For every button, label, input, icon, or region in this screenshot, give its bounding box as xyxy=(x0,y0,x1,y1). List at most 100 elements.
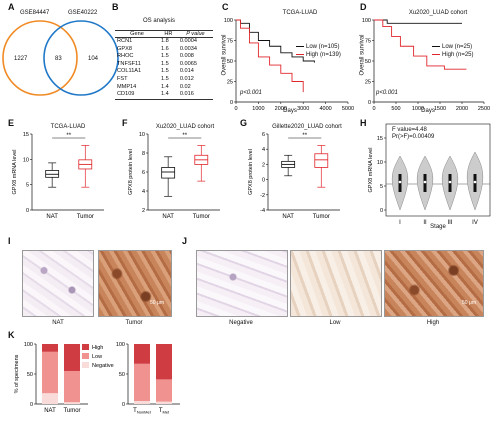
box-e-title: TCGA-LUAD xyxy=(50,124,86,130)
k-right-bar-low xyxy=(134,363,150,401)
k-left-bar-negative xyxy=(64,402,80,404)
km-d-xtick-label: 0 xyxy=(372,106,375,112)
violin-ytick-label: 5 xyxy=(380,184,383,190)
k-right-ytick-label: 0 xyxy=(122,402,125,408)
ihc-i-caption-tumor: Tumor xyxy=(125,320,143,326)
km-d-ytick-label: 25 xyxy=(365,80,371,86)
km-c-xlabel: Days xyxy=(283,108,297,114)
panel-label-e: E xyxy=(8,118,15,128)
k-right-ytick-label: 100 xyxy=(116,342,125,348)
km-c-xtick-label: 4000 xyxy=(319,106,331,112)
os-table-row: TNFSF11 1.5 0.0065 xyxy=(115,61,213,69)
os-col-gene: Gene xyxy=(115,30,159,38)
ihc-tumor-image xyxy=(98,250,172,317)
box-e-box xyxy=(45,170,60,178)
km-c-ytick-label: 0 xyxy=(230,100,233,106)
k-right-ytick-label: 50 xyxy=(119,372,125,378)
os-cell-hr: 1.5 xyxy=(161,68,169,75)
violin-median xyxy=(423,180,427,184)
k-left-bar-low xyxy=(64,371,80,403)
os-cell-hr: 1.5 xyxy=(161,53,169,60)
km-c-legend-high: High (n=139) xyxy=(296,52,341,58)
k-right-xtick-label: TNonMet xyxy=(133,408,152,415)
venn-right-set-label: GSE40222 xyxy=(68,10,98,16)
k-left-bar-negative xyxy=(42,393,58,404)
os-table-row: MMP14 1.4 0.02 xyxy=(115,84,213,92)
venn-left-set-label: GSE84447 xyxy=(20,10,50,16)
os-cell-pvalue: 0.014 xyxy=(179,68,194,75)
km-c-ytick-label: 25 xyxy=(227,80,233,86)
box-f-ytick-label: 2 xyxy=(142,208,145,214)
box-g-ytick-label: 6 xyxy=(262,132,265,138)
violin-iqr xyxy=(398,174,402,192)
box-f-sig-label: ** xyxy=(182,133,187,139)
ihc-low-image xyxy=(290,250,382,317)
box-e-ytick-label: 5 xyxy=(26,183,29,189)
km-c-xtick-label: 1000 xyxy=(252,106,264,112)
panel-label-c: C xyxy=(222,2,229,12)
km-d-ytick-label: 75 xyxy=(365,39,371,45)
box-e-ytick-label: 10 xyxy=(23,157,29,163)
k-right-bar-high xyxy=(156,344,172,380)
k-right-xtick-sub: Met xyxy=(163,410,171,415)
os-cell-hr: 1.6 xyxy=(161,45,169,52)
k-left-bar-high xyxy=(42,344,58,352)
os-table-row: GPX8 1.6 0.0034 xyxy=(115,46,213,54)
km-c-pvalue: p<0.001 xyxy=(240,90,262,96)
box-g-ytick-label: 4 xyxy=(262,147,265,153)
km-c-high-curve xyxy=(236,19,304,93)
os-cell-gene: COL11A1 xyxy=(117,68,142,75)
os-col-hr: HR xyxy=(159,30,178,38)
box-f-ytick-label: 6 xyxy=(142,170,145,176)
k-left-xtick-label: Tumor xyxy=(63,408,80,414)
violin-xtick-label: III xyxy=(447,220,452,226)
box-f-box xyxy=(161,167,176,179)
box-e-ytick-label: 15 xyxy=(23,132,29,138)
os-cell-pvalue: 0.0034 xyxy=(179,45,197,52)
venn-overlap-count: 83 xyxy=(55,56,62,62)
km-d-legend-low-text: Low (n=25) xyxy=(442,44,473,50)
box-e-ylabel: GPX8 mRNA level xyxy=(12,150,18,195)
box-g-box xyxy=(314,153,329,168)
box-f-xtick-label: Tumor xyxy=(193,214,210,220)
os-cell-hr: 1.8 xyxy=(161,38,169,44)
violin-xtick-label: I xyxy=(399,220,401,226)
box-g-ytick-label: 2 xyxy=(262,162,265,168)
km-c-xtick-label: 0 xyxy=(234,106,237,112)
box-e-xtick-label: NAT xyxy=(46,214,58,220)
panel-label-j: J xyxy=(182,236,188,246)
box-f-xtick-label: NAT xyxy=(162,214,174,220)
violin-median xyxy=(398,180,402,184)
k-left-ytick-label: 50 xyxy=(27,372,33,378)
panel-label-k: K xyxy=(8,330,15,340)
violin-ytick-label: 15 xyxy=(377,136,383,142)
violin-iqr xyxy=(423,174,427,192)
k-left-xtick-label: NAT xyxy=(44,408,56,414)
violin-median xyxy=(473,180,477,184)
k-left-ytick-label: 0 xyxy=(30,402,33,408)
os-table-row: COL11A1 1.5 0.014 xyxy=(115,68,213,76)
violin-iqr xyxy=(448,174,452,192)
os-table-row: RCN1 1.8 0.0004 xyxy=(115,38,213,46)
violin-ylabel: GPX8 mRNA level xyxy=(368,148,374,193)
panel-label-h: H xyxy=(360,118,367,128)
os-cell-pvalue: 0.012 xyxy=(179,75,194,82)
ihc-nat-image xyxy=(22,250,94,317)
box-f-box xyxy=(194,154,209,165)
km-c-legend-high-text: High (n=139) xyxy=(306,52,341,58)
km-d-title: Xu2020_LUAD cohort xyxy=(408,10,468,16)
km-c-ytick-label: 100 xyxy=(224,18,233,24)
box-f-ytick-label: 8 xyxy=(142,151,145,157)
k-legend-swatch xyxy=(82,344,89,350)
km-c-ytick-label: 75 xyxy=(227,39,233,45)
os-table: Gene HR P value RCN1 1.8 0.0004 GPX8 1.6 0.00… xyxy=(115,30,213,100)
box-e-sig-label: ** xyxy=(66,133,71,139)
km-d-pvalue: p<0.001 xyxy=(376,90,398,96)
km-d-xtick-label: 2500 xyxy=(478,106,490,112)
box-e-box xyxy=(78,159,93,170)
k-legend-swatch xyxy=(82,353,89,359)
